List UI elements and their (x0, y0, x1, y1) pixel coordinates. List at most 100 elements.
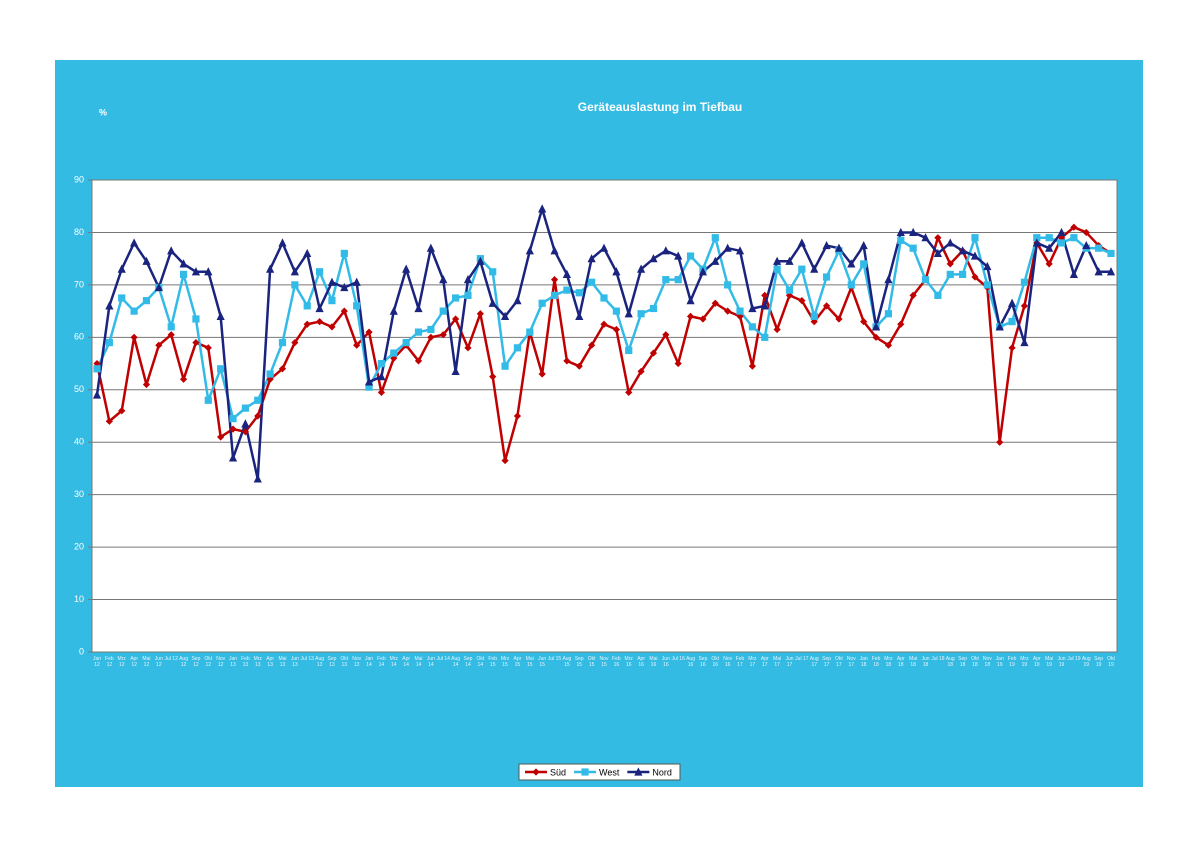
x-tick-label: Apr 18 (896, 656, 905, 668)
x-tick-label: Jul 17 (795, 656, 809, 662)
marker (686, 252, 695, 260)
x-tick-label: Jan 14 (365, 656, 374, 668)
marker (860, 260, 868, 268)
x-tick-label: Apr 14 (402, 656, 411, 668)
marker (860, 318, 868, 326)
marker (167, 331, 175, 339)
x-tick-label: Mrz 16 (624, 656, 633, 668)
x-tick-label: Feb 14 (377, 656, 386, 668)
x-tick-label: Nov 17 (846, 656, 856, 668)
marker (402, 264, 411, 273)
marker (513, 296, 522, 305)
x-tick-label: Sep 17 (822, 656, 832, 668)
marker (451, 366, 460, 376)
marker (1020, 337, 1029, 347)
marker (748, 323, 756, 331)
marker (303, 302, 311, 310)
marker (278, 365, 287, 373)
marker (946, 238, 955, 247)
x-tick-label: Jun 15 (538, 656, 547, 668)
marker (946, 270, 954, 278)
x-tick-label: Okt 16 (711, 656, 720, 668)
marker (142, 256, 151, 265)
x-tick-label: Feb 13 (241, 656, 250, 668)
marker (1069, 269, 1079, 278)
x-tick-label: Feb 19 (1007, 656, 1017, 668)
marker (1057, 239, 1066, 247)
marker (921, 233, 930, 242)
marker (118, 294, 126, 302)
marker (278, 238, 287, 247)
marker (760, 301, 769, 310)
marker (303, 320, 311, 328)
marker (315, 268, 324, 276)
marker (810, 312, 818, 320)
x-tick-label: Jul 16 (671, 656, 685, 662)
marker (735, 246, 745, 255)
legend-marker (634, 767, 643, 776)
marker (612, 325, 620, 334)
marker (785, 256, 794, 265)
marker (439, 307, 447, 315)
marker (822, 273, 831, 281)
marker (625, 346, 633, 355)
marker (105, 338, 113, 347)
marker (785, 291, 794, 299)
marker (637, 310, 645, 318)
marker (1020, 278, 1029, 286)
x-tick-label: Nov 16 (723, 656, 733, 668)
x-tick-label: Mrz 14 (389, 656, 398, 668)
x-tick-label: Jul 14 (436, 656, 450, 662)
marker (562, 269, 572, 278)
marker (93, 365, 101, 373)
marker (204, 344, 212, 352)
marker (192, 315, 200, 323)
marker (649, 349, 658, 357)
x-tick-label: Mrz 13 (253, 656, 262, 668)
marker (538, 204, 547, 213)
marker (142, 297, 151, 305)
x-tick-label: Mrz 12 (117, 656, 126, 668)
marker (228, 453, 238, 462)
marker (736, 312, 744, 320)
x-tick-label: Mai 16 (649, 656, 658, 668)
x-tick-label: Jan 12 (92, 656, 102, 668)
x-tick-label: Mai 19 (1045, 656, 1054, 668)
marker (996, 438, 1004, 446)
marker (636, 264, 646, 273)
marker (896, 227, 905, 237)
marker (797, 238, 806, 247)
marker (353, 341, 361, 349)
marker (686, 296, 695, 305)
x-tick-label: Aug 15 (562, 656, 572, 668)
marker (723, 243, 732, 252)
marker (661, 246, 670, 255)
marker (439, 275, 448, 284)
marker (810, 318, 818, 326)
marker (785, 286, 794, 294)
marker (452, 294, 460, 302)
marker (439, 331, 447, 339)
marker (884, 341, 893, 349)
marker (1008, 318, 1016, 326)
marker (476, 256, 485, 265)
marker (241, 404, 249, 412)
y-tick-label: 20 (74, 541, 84, 551)
marker (909, 244, 917, 252)
y-tick-label: 10 (74, 594, 84, 604)
marker (328, 297, 336, 305)
x-tick-label: Jun 16 (661, 656, 670, 668)
marker (179, 375, 188, 383)
x-tick-label: Mai 12 (142, 656, 151, 668)
marker (204, 396, 212, 404)
marker (130, 307, 138, 315)
marker (983, 281, 991, 289)
marker (427, 325, 435, 334)
x-tick-label: Mai 14 (414, 656, 423, 668)
marker (179, 259, 188, 268)
marker (773, 325, 781, 334)
marker (118, 407, 126, 415)
marker (340, 307, 348, 315)
marker (538, 370, 546, 378)
marker (599, 243, 609, 252)
